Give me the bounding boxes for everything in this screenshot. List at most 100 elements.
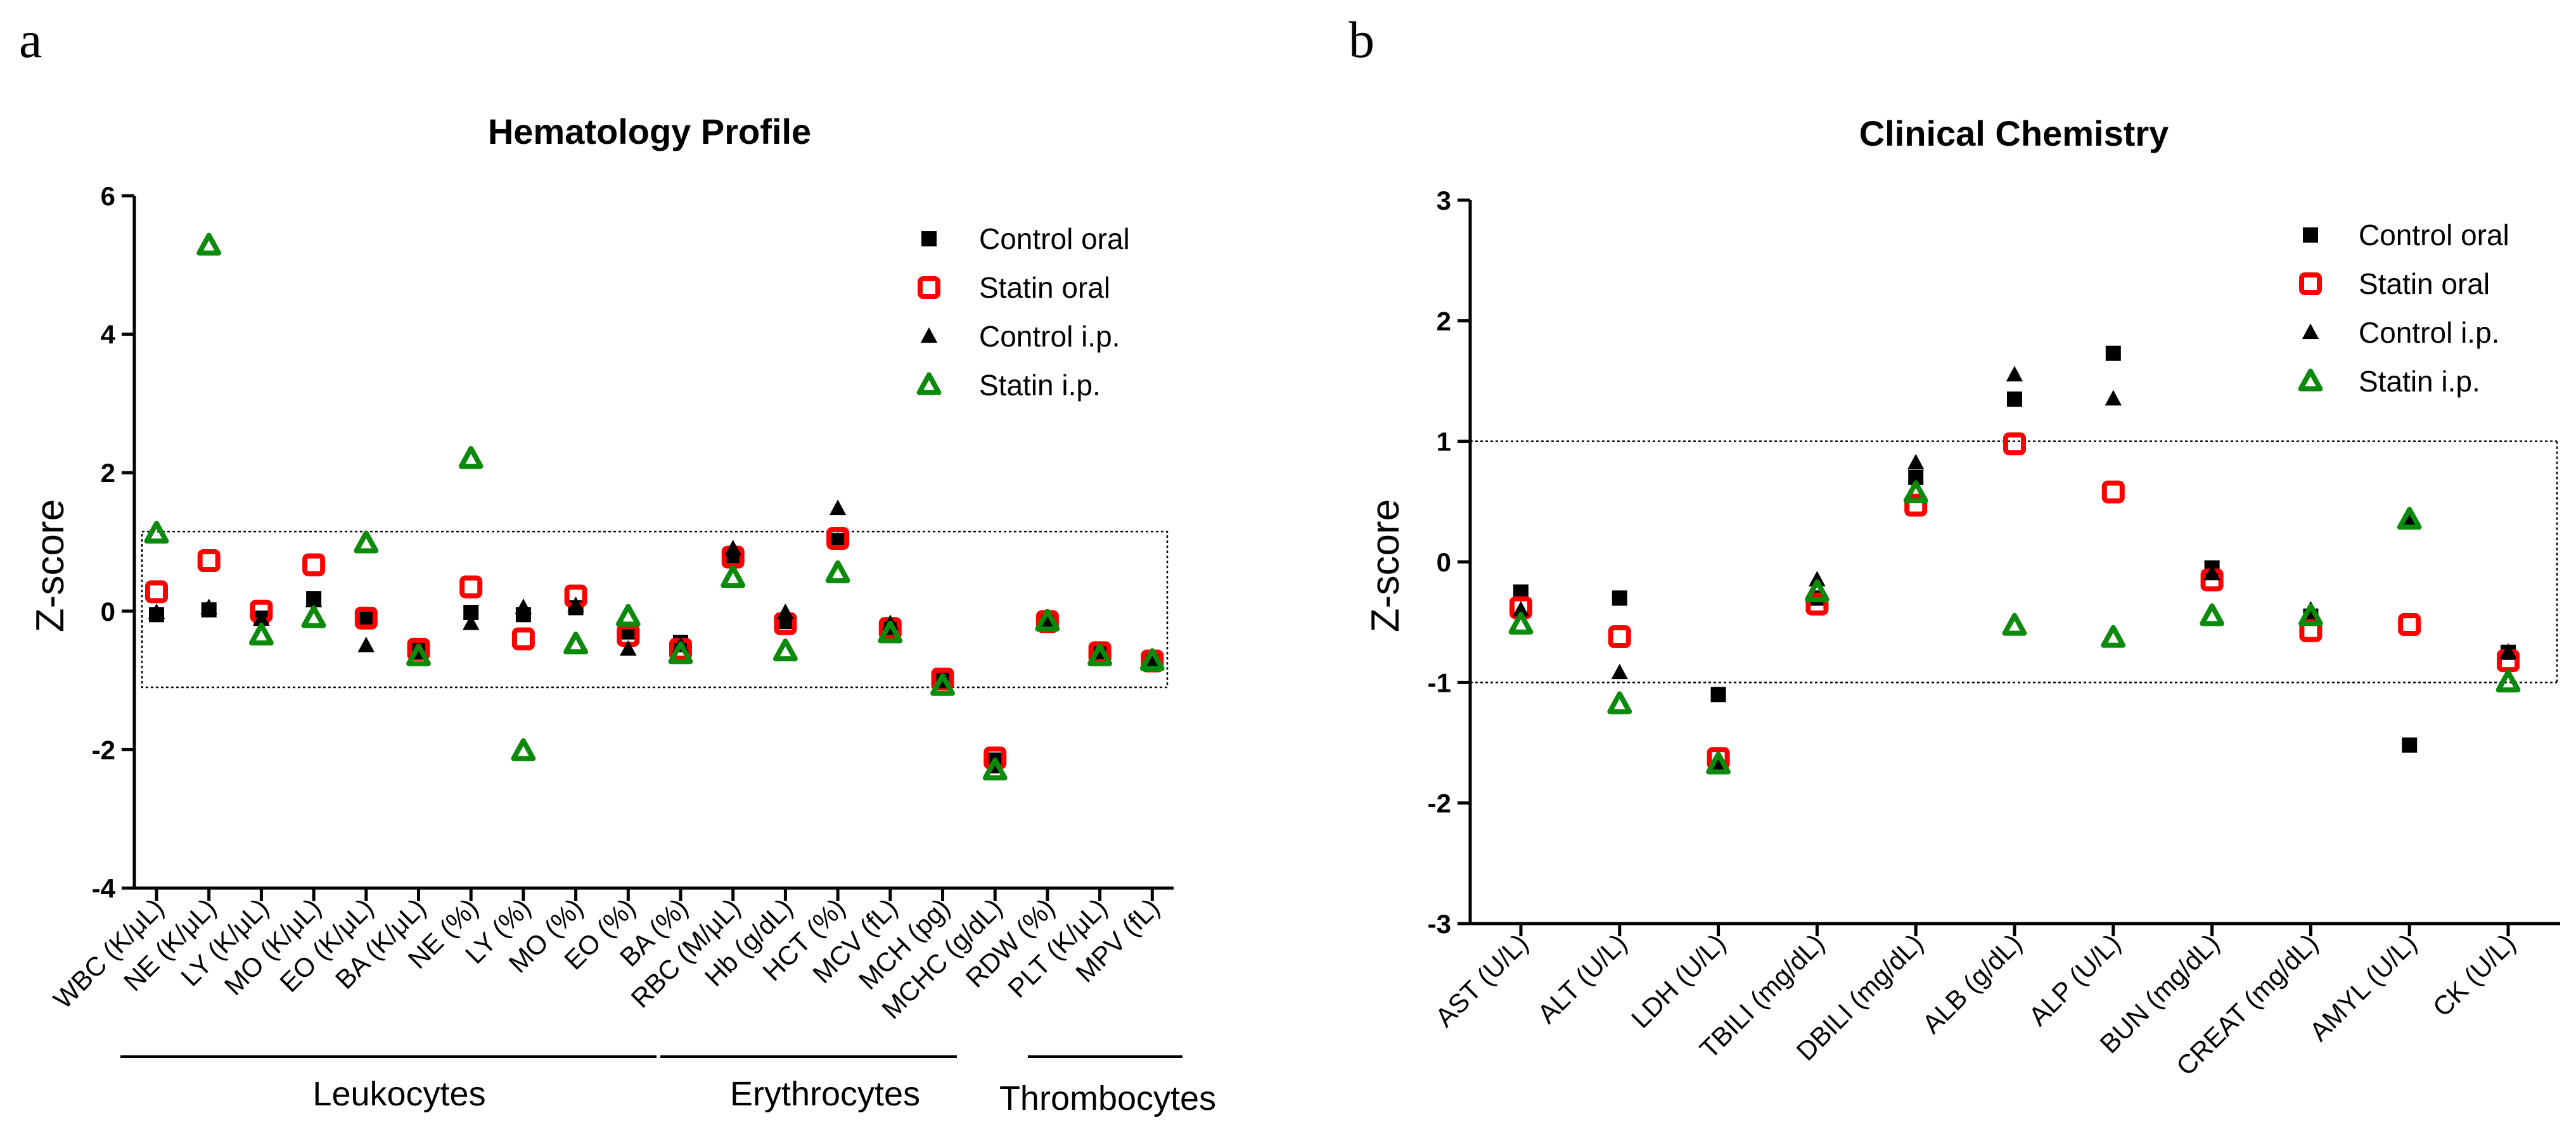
x-tick-label-ck-u-l: CK (U/L): [2427, 928, 2522, 1022]
series-statin-i-p: [1508, 480, 2521, 775]
series-statin-i-p: [144, 232, 1165, 780]
point-control-i-p-ne: [463, 614, 480, 630]
series-control-oral: [149, 533, 1160, 768]
point-control-i-p-tbili-mg-dl: [1809, 571, 1826, 587]
point-statin-oral-ne-k-l: [197, 549, 221, 573]
point-statin-i-p-hct: [825, 560, 850, 583]
y-tick-label: 2: [1437, 306, 1451, 336]
panel-a: a Hematology Profile Z-score -4 -2 0 2 4 6 WB…: [19, 11, 1216, 1117]
point-control-i-p-alp-u-l: [2105, 390, 2122, 406]
point-control-i-p-dbili-mg-dl: [1907, 454, 1925, 470]
legend-marker-statin-i-p: [916, 372, 942, 395]
point-statin-oral-hct: [826, 527, 850, 550]
point-statin-i-p-ldh-u-l: [1706, 751, 1731, 775]
series-control-oral: [1513, 345, 2516, 753]
reference-lines-b: [1470, 440, 2558, 684]
series-statin-oral: [145, 527, 1164, 770]
point-control-i-p-alt-u-l: [1611, 663, 1628, 680]
point-statin-oral-tbili-mg-dl: [1805, 592, 1829, 616]
legend-item-statin-oral: Statin oral: [2299, 267, 2490, 300]
data-points-a: [144, 232, 1165, 780]
point-control-i-p-rbc-m-l: [724, 540, 741, 556]
point-control-oral-alb-g-dl: [2007, 391, 2022, 407]
legend-label-statin-oral: Statin oral: [979, 271, 1110, 304]
chart-title-a: Hematology Profile: [488, 111, 811, 151]
series-control-i-p: [148, 499, 1161, 773]
series-statin-oral: [1509, 432, 2520, 770]
point-statin-i-p-hb-g-dl: [773, 638, 798, 661]
y-tick-label: 3: [1437, 186, 1451, 215]
point-control-oral-amyl-u-l: [2402, 737, 2418, 753]
x-tick-label-alb-g-dl: ALB (g/dL): [1916, 928, 2027, 1039]
chart-title-b: Clinical Chemistry: [1859, 113, 2169, 153]
x-tick-label-alp-u-l: ALP (U/L): [2023, 928, 2126, 1031]
point-statin-oral-amyl-u-l: [2398, 613, 2421, 636]
legend-label-control-i-p: Control i.p.: [979, 320, 1120, 353]
point-statin-oral-dbili-mg-dl: [1904, 493, 1928, 517]
point-statin-i-p-mo-k-l: [301, 605, 326, 628]
point-control-i-p-hct: [829, 499, 847, 516]
point-control-i-p-ck-u-l: [2499, 643, 2517, 659]
point-statin-i-p-eo-k-l: [354, 530, 379, 554]
point-statin-i-p-ast-u-l: [1508, 611, 1534, 635]
point-statin-i-p-ck-u-l: [2496, 670, 2521, 693]
legend-label-statin-i-p: Statin i.p.: [2359, 365, 2480, 398]
point-statin-i-p-alp-u-l: [2101, 625, 2126, 648]
x-tick-label-ldh-u-l: LDH (U/L): [1625, 928, 1731, 1034]
point-statin-i-p-ly: [511, 738, 536, 761]
legend-b: Control oral Statin oral Control i.p. Stati…: [2298, 219, 2509, 398]
point-statin-oral-wbc-k-l: [145, 580, 168, 604]
point-control-i-p-hb-g-dl: [777, 603, 794, 620]
point-statin-i-p-mo: [563, 632, 588, 655]
point-control-oral-alt-u-l: [1612, 590, 1627, 606]
legend-item-statin-oral: Statin oral: [918, 271, 1110, 304]
point-statin-i-p-mchc-g-dl: [982, 757, 1008, 780]
series-control-i-p: [1512, 366, 2517, 771]
category-groups-a: Leukocytes Erythrocytes Thrombocytes: [120, 1055, 1216, 1117]
point-statin-oral-ne: [459, 575, 483, 599]
point-control-i-p-ly: [515, 598, 532, 614]
point-statin-i-p-rdw: [1035, 608, 1060, 632]
point-statin-i-p-creat-mg-dl: [2298, 603, 2323, 626]
point-control-oral-eo-k-l: [358, 610, 374, 626]
panel-letter-a: a: [19, 11, 42, 68]
panel-b: b Clinical Chemistry Z-score -3-2-10123 …: [1349, 11, 2560, 1081]
point-statin-i-p-plt-k-l: [1087, 643, 1112, 666]
point-statin-i-p-ba-k-l: [406, 643, 431, 666]
x-axis-b: AST (U/L)ALT (U/L)LDH (U/L)TBILI (mg/dL)…: [1430, 922, 2560, 1081]
point-statin-oral-mo-k-l: [302, 553, 326, 576]
point-control-i-p-mo-k-l: [305, 592, 323, 607]
point-statin-i-p-wbc-k-l: [144, 521, 169, 544]
y-tick-label: 2: [101, 458, 115, 488]
x-tick-label-alt-u-l: ALT (U/L): [1532, 928, 1632, 1029]
legend-marker-statin-i-p: [2298, 368, 2323, 391]
legend-marker-control-oral: [2303, 227, 2318, 243]
x-tick-label-ast-u-l: AST (U/L): [1430, 928, 1534, 1033]
point-control-i-p-ly-k-l: [253, 610, 270, 626]
point-statin-i-p-eo: [615, 604, 641, 627]
y-axis-label-a: Z-score: [29, 499, 72, 632]
point-statin-oral-eo-k-l: [354, 606, 378, 630]
legend-a: Control oral Statin oral Control i.p. Stati…: [916, 222, 1130, 402]
y-tick-label: -4: [92, 874, 116, 903]
legend-item-control-oral: Control oral: [2303, 219, 2509, 251]
point-control-oral-alp-u-l: [2105, 345, 2121, 361]
point-control-i-p-wbc-k-l: [148, 603, 165, 620]
point-statin-i-p-tbili-mg-dl: [1805, 579, 1829, 602]
group-label-thrombocytes: Thrombocytes: [999, 1079, 1216, 1117]
point-statin-i-p-mcv-fl: [878, 620, 903, 644]
point-statin-i-p-ly-k-l: [249, 622, 274, 645]
reference-band: [141, 530, 1169, 689]
point-statin-i-p-ne-k-l: [196, 232, 222, 256]
point-statin-oral-alt-u-l: [1608, 625, 1631, 649]
point-statin-i-p-mpv-fl: [1139, 648, 1165, 671]
y-tick-label: 4: [101, 320, 116, 350]
y-tick-label: 1: [1437, 427, 1451, 457]
y-axis-a: -4 -2 0 2 4 6: [92, 181, 136, 903]
point-statin-oral-alb-g-dl: [2003, 432, 2026, 455]
point-statin-i-p-bun-mg-dl: [2200, 603, 2224, 626]
point-control-i-p-ne-k-l: [200, 598, 217, 614]
point-statin-i-p-alb-g-dl: [2002, 613, 2027, 636]
legend-label-control-i-p: Control i.p.: [2359, 316, 2499, 349]
point-control-i-p-ast-u-l: [1512, 601, 1530, 617]
